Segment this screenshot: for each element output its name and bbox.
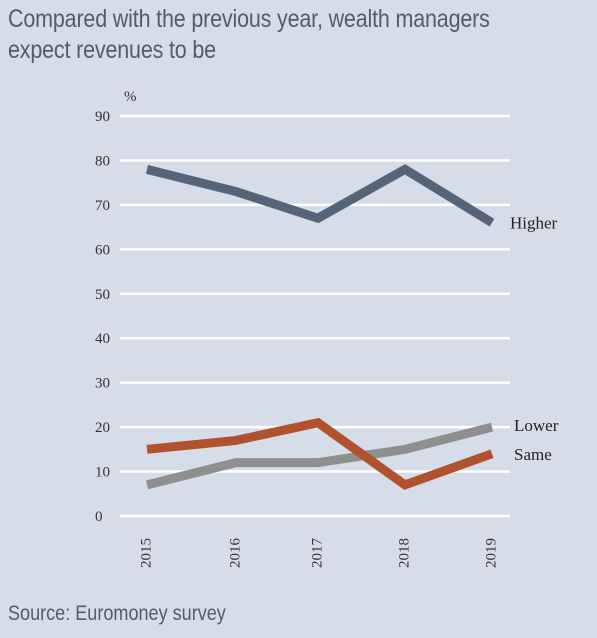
y-tick-30: 30 [95, 376, 110, 392]
y-tick-40: 40 [95, 331, 110, 347]
y-tick-80: 80 [95, 153, 110, 169]
x-tick-2017: 2017 [309, 538, 325, 569]
y-tick-20: 20 [95, 420, 110, 436]
y-tick-10: 10 [95, 465, 110, 481]
y-tick-0: 0 [95, 509, 103, 525]
source-note: Source: Euromoney survey [8, 602, 226, 625]
y-tick-50: 50 [95, 287, 110, 303]
series-line-same [146, 417, 494, 490]
x-tick-2018: 2018 [396, 538, 412, 568]
series-line-lower [145, 422, 494, 490]
series-label-lower: Lower [514, 416, 559, 435]
y-axis-unit: % [124, 89, 137, 105]
x-tick-2019: 2019 [483, 538, 499, 568]
series-label-same: Same [514, 445, 552, 464]
x-tick-2015: 2015 [138, 538, 154, 568]
series-label-higher: Higher [510, 214, 558, 233]
y-tick-70: 70 [95, 198, 110, 214]
series-lines [145, 164, 495, 490]
series-line-higher [145, 164, 495, 227]
y-tick-90: 90 [95, 109, 110, 125]
y-tick-60: 60 [95, 242, 110, 258]
series-labels: Higher Lower Same [510, 214, 559, 464]
y-tick-labels: 0 10 20 30 40 50 60 70 80 90 [95, 109, 110, 525]
chart-title: Compared with the previous year, wealth … [8, 5, 490, 64]
x-tick-2016: 2016 [227, 538, 243, 569]
x-tick-labels: 2015 2016 2017 2018 2019 [138, 538, 499, 569]
